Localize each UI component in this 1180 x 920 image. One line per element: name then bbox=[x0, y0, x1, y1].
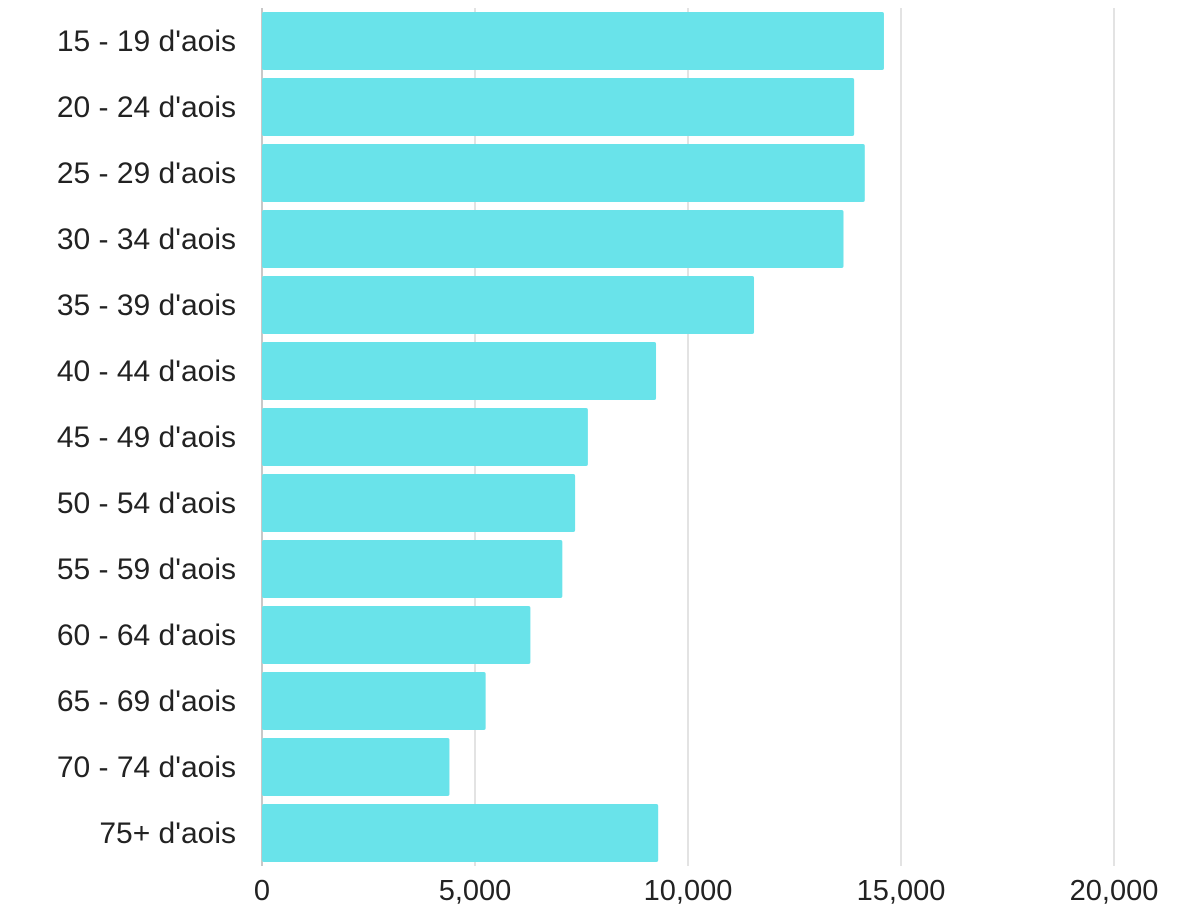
x-tick-label: 0 bbox=[254, 875, 270, 907]
category-label: 75+ d'aois bbox=[99, 817, 236, 850]
category-label: 70 - 74 d'aois bbox=[57, 751, 236, 784]
x-tick-label: 15,000 bbox=[857, 875, 946, 907]
category-label: 50 - 54 d'aois bbox=[57, 487, 236, 520]
bar bbox=[262, 12, 884, 70]
bar bbox=[262, 540, 563, 598]
category-label: 25 - 29 d'aois bbox=[57, 157, 236, 190]
x-tick-label: 20,000 bbox=[1070, 875, 1159, 907]
category-label: 60 - 64 d'aois bbox=[57, 619, 236, 652]
category-label: 55 - 59 d'aois bbox=[57, 553, 236, 586]
bar bbox=[262, 144, 865, 202]
category-label: 35 - 39 d'aois bbox=[57, 289, 236, 322]
bars bbox=[262, 12, 884, 862]
category-label: 15 - 19 d'aois bbox=[57, 25, 236, 58]
bar bbox=[262, 408, 588, 466]
bar bbox=[262, 210, 844, 268]
category-label: 45 - 49 d'aois bbox=[57, 421, 236, 454]
x-tick-label: 5,000 bbox=[439, 875, 512, 907]
bar bbox=[262, 78, 855, 136]
bar bbox=[262, 276, 755, 334]
category-label: 20 - 24 d'aois bbox=[57, 91, 236, 124]
bar bbox=[262, 804, 659, 862]
x-tick-label: 10,000 bbox=[644, 875, 733, 907]
bar bbox=[262, 738, 450, 796]
bar bbox=[262, 342, 657, 400]
category-label: 40 - 44 d'aois bbox=[57, 355, 236, 388]
bar bbox=[262, 474, 576, 532]
bar bbox=[262, 672, 486, 730]
category-label: 30 - 34 d'aois bbox=[57, 223, 236, 256]
category-labels: 15 - 19 d'aois 20 - 24 d'aois 25 - 29 d'ao… bbox=[57, 25, 236, 850]
category-label: 65 - 69 d'aois bbox=[57, 685, 236, 718]
bar bbox=[262, 606, 531, 664]
x-tick-labels: 0 5,000 10,000 15,000 20,000 bbox=[254, 875, 1158, 907]
